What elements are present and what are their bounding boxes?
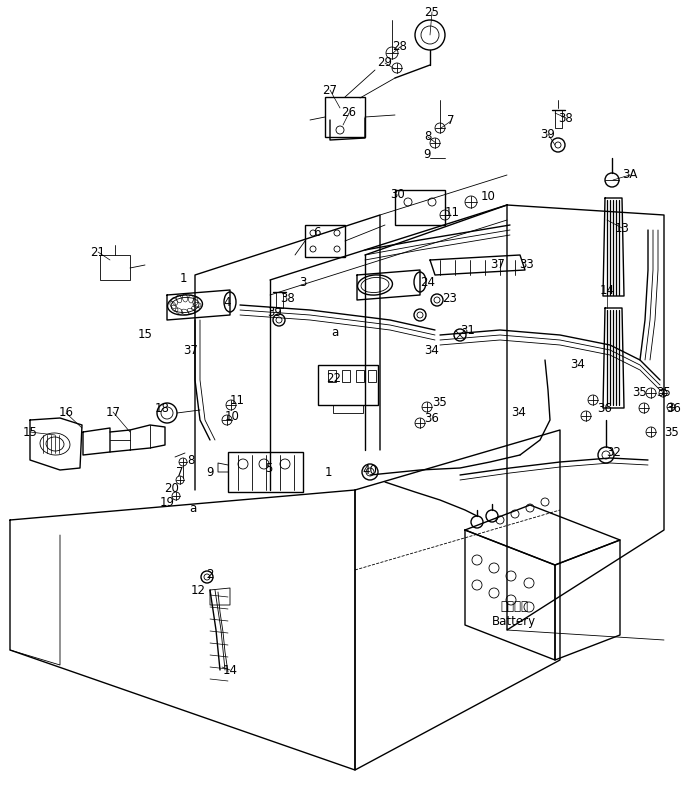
Text: 27: 27 bbox=[323, 83, 337, 97]
Text: 39: 39 bbox=[541, 127, 556, 141]
FancyBboxPatch shape bbox=[395, 190, 445, 225]
Text: 17: 17 bbox=[105, 406, 121, 418]
Text: 15: 15 bbox=[22, 425, 38, 439]
Text: 22: 22 bbox=[326, 371, 342, 385]
FancyBboxPatch shape bbox=[318, 365, 378, 405]
Text: 10: 10 bbox=[224, 411, 240, 423]
FancyBboxPatch shape bbox=[100, 255, 130, 280]
Text: 30: 30 bbox=[390, 188, 406, 202]
Text: 14: 14 bbox=[222, 663, 238, 677]
Text: 19: 19 bbox=[160, 496, 174, 509]
Text: 9: 9 bbox=[206, 466, 214, 480]
Text: Battery: Battery bbox=[492, 615, 536, 629]
Text: 34: 34 bbox=[512, 407, 526, 419]
FancyBboxPatch shape bbox=[305, 225, 345, 257]
Text: 25: 25 bbox=[424, 5, 439, 19]
Text: 3A: 3A bbox=[622, 169, 638, 181]
Text: 13: 13 bbox=[615, 221, 629, 235]
Text: 37: 37 bbox=[491, 258, 505, 272]
FancyBboxPatch shape bbox=[328, 370, 336, 382]
Text: a: a bbox=[190, 502, 197, 514]
Text: 35: 35 bbox=[657, 386, 671, 400]
Text: 28: 28 bbox=[392, 41, 408, 53]
Text: 12: 12 bbox=[190, 583, 206, 597]
Text: 20: 20 bbox=[164, 481, 179, 495]
Text: 7: 7 bbox=[176, 466, 184, 480]
Text: 8: 8 bbox=[187, 454, 194, 466]
Text: 21: 21 bbox=[91, 246, 105, 258]
Text: 38: 38 bbox=[558, 111, 574, 125]
Text: 36: 36 bbox=[424, 411, 439, 425]
Text: 5: 5 bbox=[266, 462, 273, 474]
Text: 40: 40 bbox=[362, 463, 378, 476]
Text: 23: 23 bbox=[443, 291, 457, 305]
Text: 38: 38 bbox=[281, 291, 296, 305]
FancyBboxPatch shape bbox=[342, 370, 350, 382]
Text: 35: 35 bbox=[433, 396, 447, 408]
Text: 34: 34 bbox=[424, 344, 439, 356]
Text: 9: 9 bbox=[423, 148, 431, 162]
Text: 16: 16 bbox=[59, 407, 73, 419]
Text: 35: 35 bbox=[633, 386, 648, 400]
Text: 32: 32 bbox=[606, 447, 622, 459]
Text: 24: 24 bbox=[420, 276, 436, 289]
FancyBboxPatch shape bbox=[325, 97, 365, 137]
Text: 1: 1 bbox=[324, 466, 332, 479]
FancyBboxPatch shape bbox=[368, 370, 376, 382]
Text: 31: 31 bbox=[461, 323, 475, 337]
FancyBboxPatch shape bbox=[228, 452, 303, 492]
Text: 29: 29 bbox=[378, 57, 392, 70]
Text: 1: 1 bbox=[179, 272, 187, 284]
FancyBboxPatch shape bbox=[356, 370, 364, 382]
Text: 26: 26 bbox=[342, 107, 356, 119]
Text: 11: 11 bbox=[445, 206, 459, 220]
Text: 33: 33 bbox=[520, 258, 535, 272]
Text: 34: 34 bbox=[571, 359, 585, 371]
Text: バッテリ: バッテリ bbox=[500, 601, 528, 614]
Text: 14: 14 bbox=[599, 283, 615, 297]
Text: 3: 3 bbox=[299, 276, 307, 289]
Text: 11: 11 bbox=[229, 393, 245, 407]
Text: 6: 6 bbox=[313, 227, 321, 239]
Text: 7: 7 bbox=[447, 115, 454, 127]
Text: 18: 18 bbox=[155, 401, 169, 414]
Text: 4: 4 bbox=[223, 297, 231, 309]
Text: 15: 15 bbox=[137, 328, 153, 341]
Text: 10: 10 bbox=[480, 191, 496, 203]
Text: 37: 37 bbox=[183, 344, 199, 356]
Text: 39: 39 bbox=[268, 306, 282, 319]
Text: a: a bbox=[331, 326, 339, 338]
Text: 8: 8 bbox=[424, 130, 431, 144]
Text: 36: 36 bbox=[666, 401, 682, 414]
Text: 36: 36 bbox=[597, 401, 613, 414]
Text: 35: 35 bbox=[665, 425, 680, 439]
Text: 2: 2 bbox=[206, 568, 214, 582]
